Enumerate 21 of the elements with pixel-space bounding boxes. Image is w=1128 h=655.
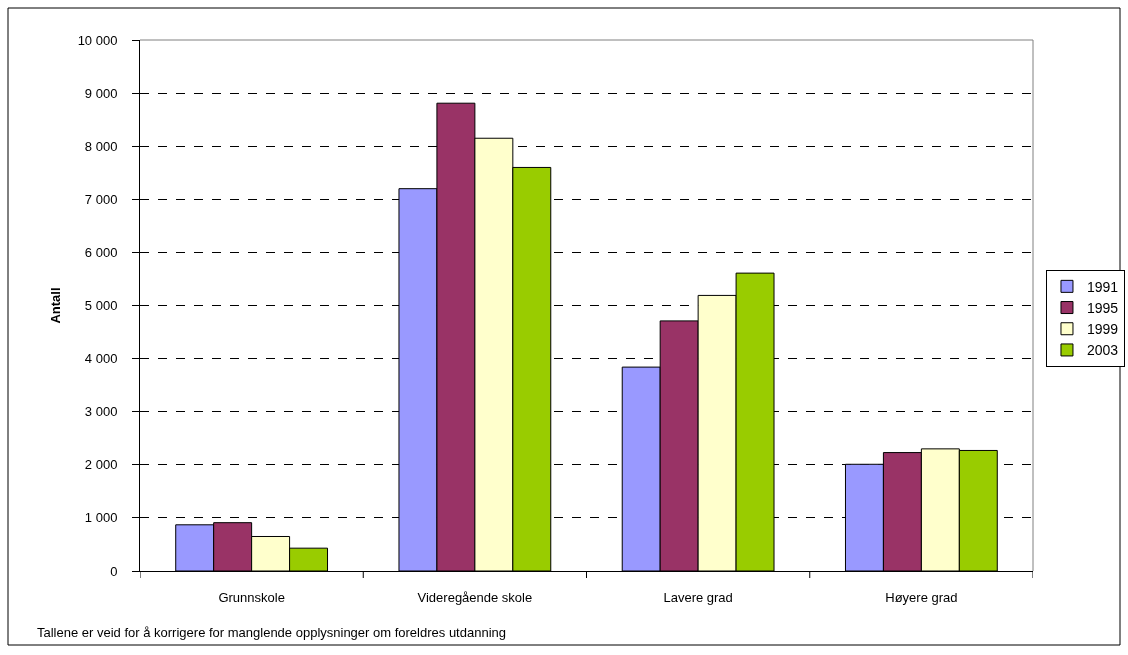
y-tick-label: 2 000 [84,457,118,473]
x-tick-label: Høyere grad [885,589,958,605]
x-tick-label: Lavere grad [663,589,733,605]
legend-label: 1995 [1086,300,1119,316]
y-tick-label: 10 000 [77,32,118,48]
y-tick-label: 8 000 [84,138,118,154]
legend-label: 1999 [1086,321,1119,338]
y-tick-label: 7 000 [84,191,118,207]
y-tick-label: 5 000 [84,298,118,314]
y-tick-label: 9 000 [84,85,118,101]
y-axis-title: Antall [47,287,63,324]
legend-label: 2003 [1086,342,1119,359]
y-tick-label: 4 000 [84,351,118,367]
x-tick-label: Videregående skole [417,589,533,605]
y-tick-label: 0 [110,563,118,579]
y-tick-label: 3 000 [84,404,118,420]
y-tick-label: 6 000 [84,244,118,260]
y-tick-label: 1 000 [84,510,118,526]
legend-label: 1991 [1086,278,1119,295]
text: Tallene er veid for å korrigere for manglende opplysninger om foreldres utdanning [37,625,506,640]
x-tick-label: Grunnskole [218,589,285,605]
